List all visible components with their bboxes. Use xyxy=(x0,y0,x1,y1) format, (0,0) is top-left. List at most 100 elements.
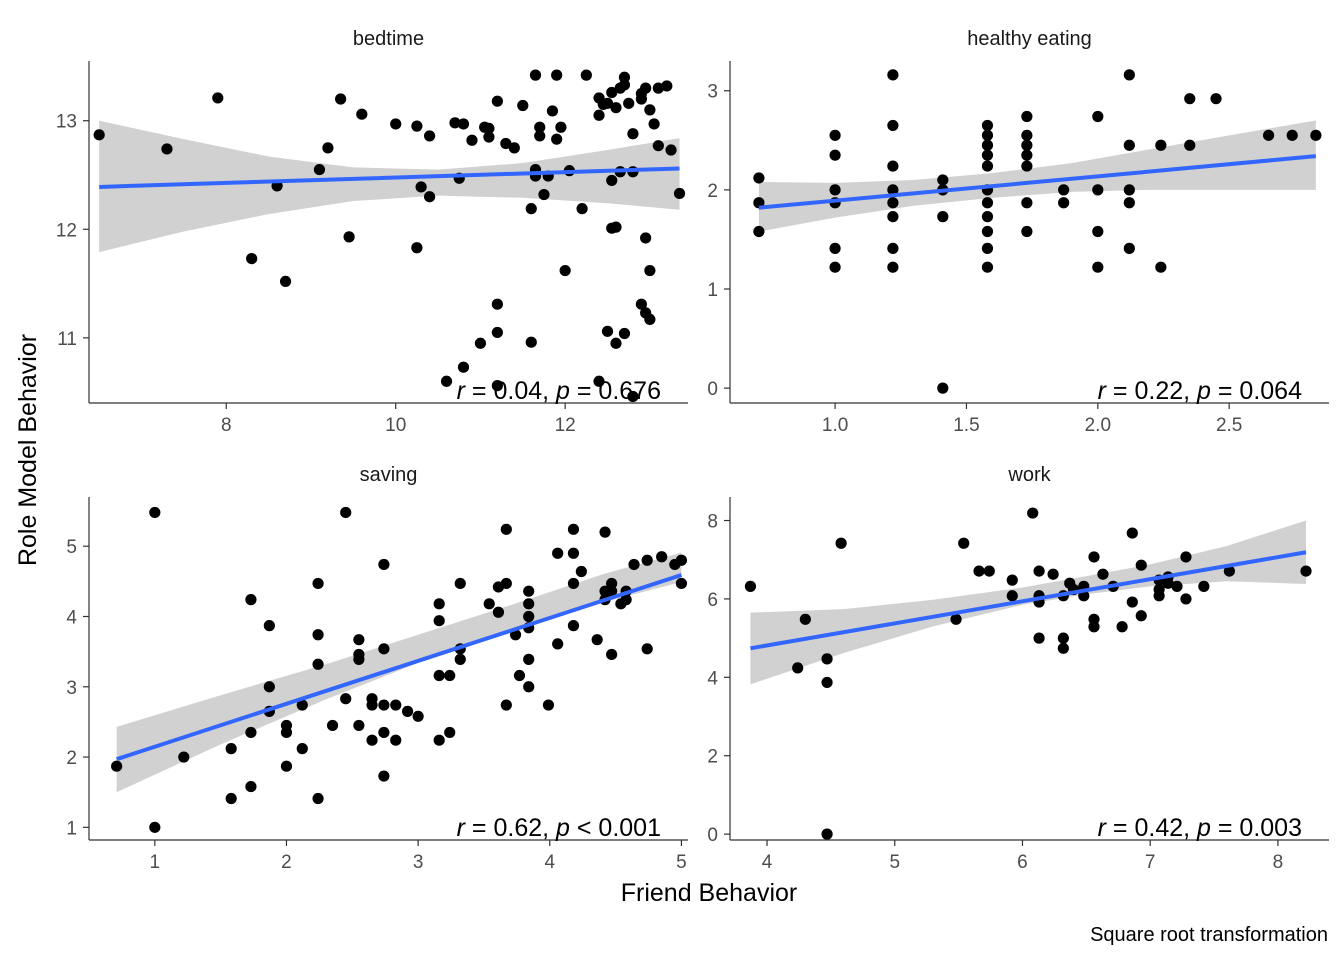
data-point xyxy=(575,565,587,578)
data-point xyxy=(1180,551,1192,563)
data-point xyxy=(640,232,652,244)
data-point xyxy=(433,615,445,627)
data-point xyxy=(1184,93,1196,105)
data-point xyxy=(640,307,652,319)
data-point xyxy=(454,653,466,665)
data-point xyxy=(1088,621,1100,633)
panel-title: healthy eating xyxy=(967,28,1092,50)
data-point xyxy=(411,120,423,132)
x-tick-label: 1.0 xyxy=(822,415,848,436)
data-point xyxy=(1021,110,1033,123)
data-point xyxy=(508,142,520,154)
regression-line xyxy=(750,550,1307,651)
caption: Square root transformation xyxy=(1090,924,1328,946)
data-point xyxy=(444,726,456,739)
x-tick-label: 8 xyxy=(1273,852,1284,873)
data-point xyxy=(412,710,424,722)
data-point xyxy=(1262,129,1275,141)
data-point xyxy=(567,577,580,590)
data-point xyxy=(1057,642,1069,654)
data-point xyxy=(606,577,618,590)
data-point xyxy=(744,580,757,592)
data-point xyxy=(610,221,622,233)
y-tick-label: 6 xyxy=(707,590,718,611)
data-point xyxy=(245,594,257,606)
data-point xyxy=(1210,93,1222,105)
data-point xyxy=(313,163,326,176)
data-point xyxy=(981,261,994,273)
data-point xyxy=(1184,139,1196,151)
data-point xyxy=(433,598,445,610)
data-point xyxy=(517,99,529,112)
data-point xyxy=(263,681,275,693)
data-point xyxy=(296,699,308,711)
data-point xyxy=(887,242,899,254)
data-point xyxy=(981,242,994,254)
data-point xyxy=(821,828,833,840)
data-point xyxy=(567,620,580,632)
data-point xyxy=(614,82,626,94)
data-point xyxy=(457,118,470,130)
data-point xyxy=(483,122,495,134)
data-point xyxy=(887,160,899,172)
data-point xyxy=(887,69,899,81)
data-point xyxy=(212,92,224,104)
x-tick-label: 4 xyxy=(762,852,773,873)
data-point xyxy=(887,184,899,196)
data-point xyxy=(1155,261,1167,273)
data-point xyxy=(356,108,368,120)
y-tick-label: 2 xyxy=(707,181,718,202)
data-point xyxy=(312,658,324,670)
data-point xyxy=(454,577,466,590)
data-point xyxy=(433,669,445,682)
data-point xyxy=(353,634,365,646)
data-point xyxy=(673,187,686,200)
data-point xyxy=(829,242,841,254)
data-point xyxy=(1123,139,1135,151)
y-tick-label: 3 xyxy=(66,678,77,699)
y-tick-label: 3 xyxy=(707,82,718,103)
data-point xyxy=(1162,577,1174,589)
data-point xyxy=(1092,110,1104,123)
data-point xyxy=(1021,225,1033,238)
data-point xyxy=(1198,580,1210,592)
data-point xyxy=(225,743,237,755)
data-point xyxy=(551,69,563,81)
data-point xyxy=(538,188,550,201)
data-point xyxy=(1006,574,1018,586)
data-point xyxy=(378,643,390,655)
y-tick-label: 4 xyxy=(707,668,718,689)
x-tick-label: 2.5 xyxy=(1216,415,1242,436)
data-point xyxy=(580,69,592,81)
data-point xyxy=(1021,160,1033,172)
data-point xyxy=(606,648,618,661)
data-point xyxy=(829,129,841,141)
data-point xyxy=(1153,590,1165,602)
data-point xyxy=(340,693,352,705)
data-point xyxy=(491,95,503,107)
data-point xyxy=(390,734,402,746)
data-point xyxy=(523,653,535,665)
panel-work: work 4 5 6 7 8 0 2 4 6 8 r = 0.42, p = 0.003 xyxy=(707,464,1329,873)
data-point xyxy=(340,506,352,519)
data-point xyxy=(423,130,436,142)
data-point xyxy=(378,726,390,739)
data-point xyxy=(178,751,190,763)
panel-healthy-eating: healthy eating 1.0 1.5 2.0 2.5 0 1 2 3 r = 0.22, … xyxy=(707,28,1329,436)
data-point xyxy=(483,131,495,143)
data-point xyxy=(606,585,618,597)
data-point xyxy=(950,613,962,625)
data-point xyxy=(652,82,664,94)
data-point xyxy=(93,129,105,141)
data-point xyxy=(799,613,811,625)
y-tick-label: 0 xyxy=(707,825,718,846)
data-point xyxy=(500,137,512,150)
data-point xyxy=(523,598,535,610)
data-point xyxy=(1123,197,1135,209)
data-point xyxy=(149,506,161,519)
data-point xyxy=(440,375,453,387)
data-point xyxy=(500,577,512,590)
data-point xyxy=(523,681,535,693)
data-point xyxy=(280,726,293,739)
